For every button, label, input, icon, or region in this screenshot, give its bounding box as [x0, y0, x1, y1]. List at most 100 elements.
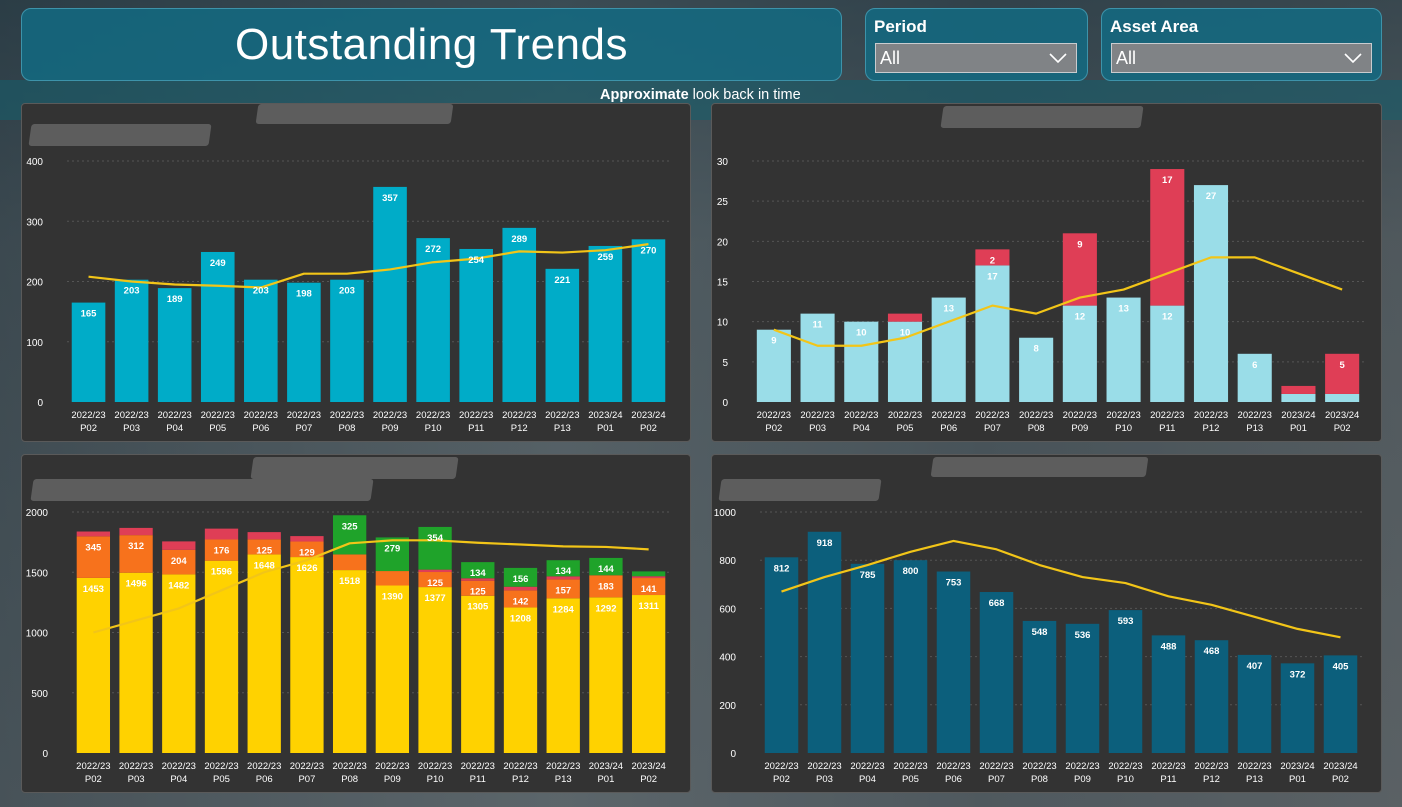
bar-outstanding[interactable]	[502, 227, 537, 402]
bar-base[interactable]	[1062, 305, 1097, 402]
bar-base[interactable]	[1019, 337, 1054, 402]
bar-outstanding[interactable]	[200, 251, 235, 402]
bar-base[interactable]	[975, 265, 1010, 402]
bar-green[interactable]	[503, 567, 538, 587]
bar-outstanding[interactable]	[807, 531, 842, 753]
data-label: 12	[1075, 312, 1086, 323]
bar-yellow[interactable]	[290, 557, 324, 753]
period-dropdown[interactable]: All	[875, 43, 1077, 73]
bar-red[interactable]	[119, 527, 153, 536]
bar-yellow[interactable]	[162, 574, 196, 753]
bar-outstanding[interactable]	[588, 245, 623, 402]
bar-red[interactable]	[546, 576, 580, 580]
x-tick-label: P01	[1290, 423, 1307, 434]
bar-orange[interactable]	[375, 571, 410, 586]
bar-yellow[interactable]	[204, 560, 239, 753]
bar-outstanding[interactable]	[631, 239, 666, 402]
bar-red[interactable]	[418, 569, 452, 573]
bar-outstanding[interactable]	[1194, 640, 1229, 753]
bar-outstanding[interactable]	[936, 571, 971, 753]
bar-orange[interactable]	[589, 575, 623, 598]
bar-outstanding[interactable]	[459, 248, 493, 402]
bar-yellow[interactable]	[119, 572, 153, 753]
bar-outstanding[interactable]	[545, 268, 580, 402]
bar-red[interactable]	[290, 536, 324, 542]
bar-yellow[interactable]	[418, 587, 452, 753]
bar-orange[interactable]	[503, 590, 538, 608]
bar-outstanding[interactable]	[373, 186, 407, 402]
bar-outstanding[interactable]	[1323, 655, 1358, 753]
bar-outstanding[interactable]	[287, 282, 321, 402]
bar-outstanding[interactable]	[893, 560, 928, 753]
bar-orange[interactable]	[119, 535, 153, 573]
bar-green[interactable]	[418, 526, 452, 570]
bar-base[interactable]	[756, 329, 791, 402]
bar-yellow[interactable]	[546, 598, 580, 753]
asset-area-dropdown[interactable]: All	[1111, 43, 1372, 73]
bar-green[interactable]	[589, 557, 623, 576]
bar-overdue[interactable]	[1281, 385, 1316, 394]
bar-orange[interactable]	[290, 541, 324, 558]
bar-orange[interactable]	[418, 572, 452, 588]
bar-yellow[interactable]	[76, 577, 111, 753]
bar-outstanding[interactable]	[1151, 635, 1186, 753]
bar-base[interactable]	[931, 297, 966, 402]
bar-base[interactable]	[887, 321, 923, 402]
bar-red[interactable]	[76, 531, 111, 537]
bar-orange[interactable]	[461, 580, 495, 596]
bar-green[interactable]	[631, 571, 666, 577]
bar-overdue[interactable]	[1325, 353, 1360, 394]
bar-base[interactable]	[1150, 305, 1185, 402]
bar-yellow[interactable]	[461, 595, 495, 753]
bar-outstanding[interactable]	[244, 279, 278, 402]
bar-base[interactable]	[800, 313, 835, 402]
bar-yellow[interactable]	[375, 585, 410, 753]
bar-overdue[interactable]	[975, 249, 1010, 266]
bar-overdue[interactable]	[1062, 233, 1097, 306]
bar-outstanding[interactable]	[1108, 610, 1143, 753]
bar-outstanding[interactable]	[71, 302, 106, 402]
bar-outstanding[interactable]	[114, 279, 149, 402]
bar-orange[interactable]	[546, 579, 580, 599]
bar-orange[interactable]	[162, 549, 196, 575]
x-tick-label: P07	[298, 774, 315, 785]
bar-red[interactable]	[461, 578, 495, 581]
bar-red[interactable]	[204, 528, 239, 540]
bar-outstanding[interactable]	[157, 288, 192, 402]
bar-red[interactable]	[247, 532, 281, 540]
bar-orange[interactable]	[76, 536, 111, 578]
bar-outstanding[interactable]	[416, 238, 450, 402]
bar-red[interactable]	[631, 576, 666, 579]
bar-yellow[interactable]	[503, 607, 538, 753]
bar-outstanding[interactable]	[850, 563, 885, 753]
bar-red[interactable]	[503, 586, 538, 591]
bar-outstanding[interactable]	[1280, 663, 1315, 753]
bar-base[interactable]	[1193, 185, 1229, 402]
bar-green[interactable]	[546, 560, 580, 577]
bar-yellow[interactable]	[247, 554, 281, 753]
bar-orange[interactable]	[247, 539, 281, 555]
bar-outstanding[interactable]	[1022, 620, 1057, 753]
bar-overdue[interactable]	[887, 313, 923, 322]
bar-red[interactable]	[162, 541, 196, 550]
bar-orange[interactable]	[332, 554, 367, 571]
bar-green[interactable]	[461, 562, 495, 579]
bar-outstanding[interactable]	[764, 557, 799, 753]
bar-outstanding[interactable]	[330, 279, 364, 402]
bar-orange[interactable]	[631, 578, 666, 596]
bar-base[interactable]	[1237, 353, 1272, 402]
bar-orange[interactable]	[204, 539, 239, 561]
bar-green[interactable]	[375, 537, 410, 572]
bar-yellow[interactable]	[332, 570, 367, 753]
bar-base[interactable]	[844, 321, 879, 402]
bar-outstanding[interactable]	[1065, 623, 1100, 753]
bar-yellow[interactable]	[589, 597, 623, 753]
bar-outstanding[interactable]	[1237, 654, 1272, 753]
data-label: 156	[513, 574, 529, 585]
bar-base[interactable]	[1106, 297, 1141, 402]
bar-overdue[interactable]	[1150, 169, 1185, 306]
bar-base[interactable]	[1325, 393, 1360, 402]
bar-yellow[interactable]	[631, 595, 666, 753]
bar-base[interactable]	[1281, 393, 1316, 402]
bar-outstanding[interactable]	[979, 592, 1014, 753]
